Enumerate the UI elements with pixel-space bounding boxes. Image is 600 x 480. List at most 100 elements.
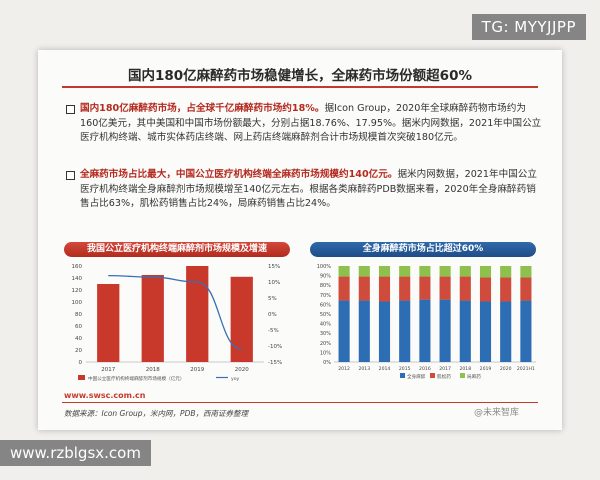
stacked-bar-segment [419,299,431,362]
x-tick-label: 2019 [190,367,204,373]
x-tick-label: 2018 [146,367,160,373]
bullet-body: 据米内网数据，2021年中国公立医疗机构终端全身麻醉剂市场规模增至140亿元左右… [80,169,537,210]
chart-title-market-size: 我国公立医疗机构终端麻醉剂市场规模及增速 [64,242,290,257]
y-tick-label: 90% [320,274,331,280]
y-tick-label: 0% [323,360,331,366]
bullet-lead: 全麻药市场占比最大，中国公立医疗机构终端全麻药市场规模约140亿元。 [80,169,398,180]
y-tick-label: 10% [320,350,331,356]
bullet-body: 据Icon Group，2020年全球麻醉药物市场约为160亿美元，其中美国和中… [80,103,542,144]
legend-label: 肌松药 [437,373,451,380]
stacked-bar-segment [399,276,411,301]
y-tick-label: 40% [320,322,331,328]
stacked-bar-segment [500,301,512,362]
bar [141,275,164,362]
report-slide: 国内180亿麻醉药市场稳健增长，全麻药市场份额超60% 国内180亿麻醉药市场，… [38,50,562,430]
x-tick-label: 2019 [480,366,492,372]
x-tick-label: 2012 [338,366,350,372]
x-tick-label: 2014 [379,366,391,372]
legend-swatch [400,373,405,378]
stacked-bar-segment [459,276,471,301]
y2-tick-label: 15% [268,264,280,270]
source-divider [62,402,538,403]
bullet-item-2: 全麻药市场占比最大，中国公立医疗机构终端全麻药市场规模约140亿元。据米内网数据… [66,168,544,212]
y-tick-label: 30% [320,331,331,337]
brand-watermark: @未来智库 [474,408,520,418]
y-tick-label: 0 [79,360,83,366]
y-tick-label: 160 [72,264,83,270]
top-watermark: TG: MYYJJPP [471,14,586,40]
y-tick-label: 70% [320,293,331,299]
stacked-bar-segment [399,300,411,362]
stacked-bar-segment [459,300,471,362]
y-tick-label: 50% [320,312,331,318]
legend-swatch [430,373,435,378]
x-tick-label: 2018 [459,366,471,372]
stacked-bar-segment [439,266,451,277]
stacked-bar-segment [358,276,370,301]
stacked-bar-segment [520,300,532,362]
stacked-bar-segment [399,266,411,277]
y-tick-label: 100% [317,264,332,270]
stacked-bar-segment [520,266,532,278]
stacked-bar-segment [378,301,391,362]
y2-tick-label: -10% [268,344,282,350]
stacked-bar-segment [479,301,492,362]
title-divider [62,86,538,88]
x-tick-label: 2016 [419,366,431,372]
legend-label: 局麻药 [467,373,481,380]
legend-swatch-bar [78,375,85,380]
stacked-bar-segment [338,300,350,362]
stacked-bar-segment [520,277,532,301]
y-tick-label: 100 [72,300,83,306]
yoy-line [108,274,242,350]
stacked-bar-segment [378,276,391,302]
bar [230,276,253,362]
chart-title-share: 全身麻醉药市场占比超过60% [310,242,536,257]
y-tick-label: 60 [75,324,82,330]
stacked-bar-segment [358,266,370,277]
market-size-chart: 0 20 40 60 80 100 120 140 160 -15% -10% -5% 0% 5% 10% 1… [72,264,283,382]
y2-tick-label: 5% [268,296,277,302]
y-tick-label: 80 [75,312,82,318]
y-tick-label: 80% [320,283,331,289]
market-share-chart: 0% 10% 20% 30% 40% 50% 60% 70% 80% 90% 100% 2012 201… [317,264,536,380]
y2-tick-label: 10% [268,280,280,286]
stacked-bar-segment [439,276,451,300]
x-tick-label: 2017 [101,367,115,373]
x-tick-label: 2015 [399,366,411,372]
stacked-bar-segment [479,266,492,278]
legend-label-bar: 中国公立医疗机构终端麻醉剂市场规模（亿元） [88,375,184,382]
stacked-bar-segment [358,300,370,362]
stacked-bar-segment [479,277,492,302]
y-tick-label: 120 [72,288,83,294]
y2-tick-label: 0% [268,312,277,318]
stacked-bar-segment [459,266,471,277]
stacked-bar-segment [338,276,350,301]
x-tick-label: 2013 [358,366,370,372]
legend-label-line: yoy [231,377,240,382]
y2-tick-label: -5% [268,328,279,334]
checkbox-icon [66,105,75,114]
x-tick-label: 2021H1 [517,366,535,372]
y-tick-label: 20 [75,348,82,354]
stacked-bar-segment [338,266,350,277]
x-tick-label: 2017 [439,366,451,372]
source-url: www.swsc.com.cn [64,391,146,400]
stacked-bar-segment [419,266,431,277]
bullet-lead: 国内180亿麻醉药市场，占全球千亿麻醉药市场约18%。 [80,103,325,114]
legend-swatch [460,373,465,378]
x-tick-label: 2020 [500,366,512,372]
bullet-item-1: 国内180亿麻醉药市场，占全球千亿麻醉药市场约18%。据Icon Group，2… [66,102,544,146]
slide-title: 国内180亿麻醉药市场稳健增长，全麻药市场份额超60% [128,68,472,84]
y-tick-label: 40 [75,336,82,342]
stacked-bar-segment [439,299,451,362]
x-tick-label: 2020 [235,367,249,373]
stacked-bar-segment [419,276,431,300]
bottom-watermark: www.rzblgsx.com [0,440,151,466]
legend-label: 全身麻醉 [407,373,426,380]
y2-tick-label: -15% [268,360,282,366]
stacked-bar-segment [500,266,512,278]
bar [186,266,209,362]
y-tick-label: 140 [72,276,83,282]
y-tick-label: 60% [320,302,331,308]
